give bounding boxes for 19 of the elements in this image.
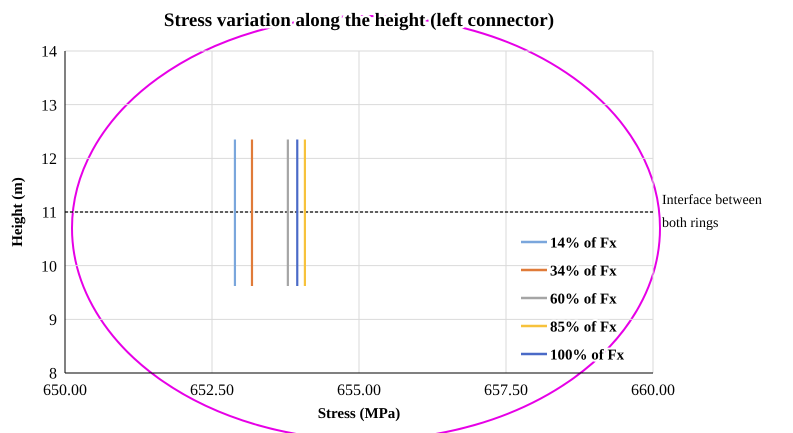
legend-label: 60% of Fx [550,291,618,308]
y-tick-label: 11 [42,204,57,222]
legend-label: 34% of Fx [550,263,618,280]
x-tick-label: 657.50 [484,382,528,399]
y-tick-label: 12 [41,150,57,168]
x-tick-label: 652.50 [190,382,234,399]
y-tick-label: 14 [41,44,57,61]
x-tick-label: 660.00 [631,382,675,399]
y-axis-title: Height (m) [10,177,26,247]
ref-line-label: Interface between both rings [662,193,762,231]
legend-label: 14% of Fx [550,235,618,252]
y-tick-label: 9 [49,312,57,329]
y-tick-label: 13 [41,97,57,114]
x-tick-label: 650.00 [43,382,87,399]
x-tick-label: 655.00 [337,382,381,399]
y-tick-label: 8 [49,366,57,383]
x-axis-title: Stress (MPa) [318,406,400,422]
legend-label: 85% of Fx [550,319,618,336]
y-tick-label: 10 [41,258,57,276]
